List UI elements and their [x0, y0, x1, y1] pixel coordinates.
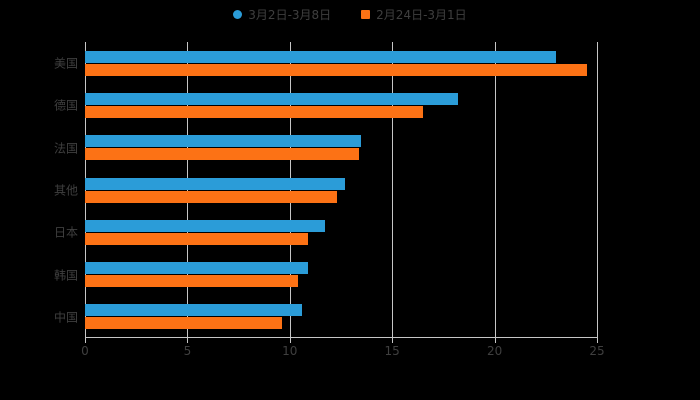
y-category-label-法国: 法国 [53, 141, 78, 156]
bar-美国-3月2日-3月8日 [85, 50, 557, 63]
bar-美国-2月24日-3月1日 [85, 63, 587, 76]
x-tick-label-15: 15 [384, 344, 400, 358]
bar-其他-3月2日-3月8日 [85, 177, 346, 190]
legend-marker-blue-icon [233, 10, 243, 19]
gridline-x-10 [289, 42, 291, 338]
x-tick-mark-0 [85, 338, 86, 343]
gridline-x-25 [597, 42, 598, 338]
y-category-label-其他: 其他 [53, 183, 78, 198]
bar-中国-3月2日-3月8日 [85, 304, 303, 317]
x-tick-mark-20 [494, 338, 496, 343]
gridline-x-20 [494, 42, 496, 338]
x-tick-label-20: 20 [486, 344, 503, 358]
bar-德国-3月2日-3月8日 [85, 92, 458, 105]
gridline-x-15 [392, 42, 394, 338]
x-tick-mark-10 [289, 338, 291, 343]
x-axis-line [85, 337, 597, 338]
bar-韩国-2月24日-3月1日 [85, 275, 298, 288]
legend-item-week1[interactable]: 2月24日-3月1日 [361, 6, 467, 23]
x-tick-mark-5 [187, 338, 189, 343]
y-category-label-美国: 美国 [53, 56, 78, 71]
gridline-x-5 [187, 42, 189, 338]
bar-德国-2月24日-3月1日 [85, 105, 423, 118]
y-axis-category-labels: 美国德国法国其他日本韩国中国 [0, 42, 78, 338]
bar-中国-2月24日-3月1日 [85, 317, 282, 330]
bar-其他-2月24日-3月1日 [85, 190, 337, 203]
gridline-x-0 [85, 42, 86, 338]
x-tick-label-10: 10 [282, 344, 298, 358]
legend-label-week1: 2月24日-3月1日 [376, 8, 467, 22]
y-category-label-中国: 中国 [53, 310, 78, 325]
legend-marker-orange-icon [361, 10, 371, 19]
bar-日本-2月24日-3月1日 [85, 232, 309, 245]
x-tick-mark-25 [597, 338, 598, 343]
bar-韩国-3月2日-3月8日 [85, 262, 309, 275]
bar-日本-3月2日-3月8日 [85, 219, 325, 232]
x-axis-tick-labels: 0 5 10 15 20 25 [81, 338, 605, 360]
bar-法国-3月2日-3月8日 [85, 135, 362, 148]
x-tick-mark-15 [392, 338, 394, 343]
legend: 3月2日-3月8日 2月24日-3月1日 [0, 6, 700, 23]
x-tick-label-25: 25 [589, 344, 605, 358]
y-category-label-韩国: 韩国 [53, 268, 78, 283]
plot-area [85, 42, 598, 338]
x-tick-label-0: 0 [81, 344, 89, 358]
legend-item-week2[interactable]: 3月2日-3月8日 [233, 6, 331, 23]
x-tick-label-5: 5 [183, 344, 192, 358]
bar-法国-2月24日-3月1日 [85, 148, 360, 161]
y-category-label-德国: 德国 [53, 98, 78, 113]
y-category-label-日本: 日本 [53, 225, 78, 240]
legend-label-week2: 3月2日-3月8日 [248, 8, 332, 22]
